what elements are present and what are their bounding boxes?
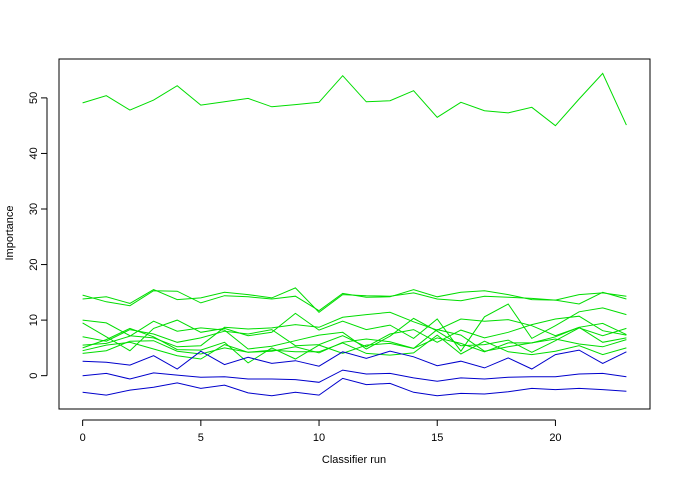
y-tick-label: 30 [28,203,40,215]
series-line-5 [82,303,627,353]
series-line-13 [82,377,627,397]
y-tick-label: 40 [28,147,40,159]
x-tick-label: 15 [431,432,443,444]
x-tick-label: 5 [198,432,204,444]
x-tick-label: 0 [80,432,86,444]
y-tick-label: 10 [28,314,40,326]
series-line-10 [82,334,627,356]
y-axis: 0 10 20 30 40 50 [28,92,48,379]
x-tick-label: 20 [549,432,561,444]
x-axis-label: Classifier run [322,454,386,466]
series-line-1 [82,72,627,127]
series-layer [82,72,627,397]
series-line-9 [82,337,627,360]
y-tick-label: 0 [28,373,40,379]
y-tick-label: 20 [28,258,40,270]
series-line-7 [82,317,627,353]
x-axis: 0 5 10 15 20 [80,419,562,444]
series-line-11 [82,349,627,370]
series-line-3 [82,287,627,313]
plot-frame [58,58,651,410]
series-line-12 [82,369,627,383]
y-axis-label: Importance [4,205,16,260]
series-line-4 [82,311,627,348]
x-tick-label: 10 [313,432,325,444]
y-tick-label: 50 [28,92,40,104]
series-line-2 [82,289,627,312]
